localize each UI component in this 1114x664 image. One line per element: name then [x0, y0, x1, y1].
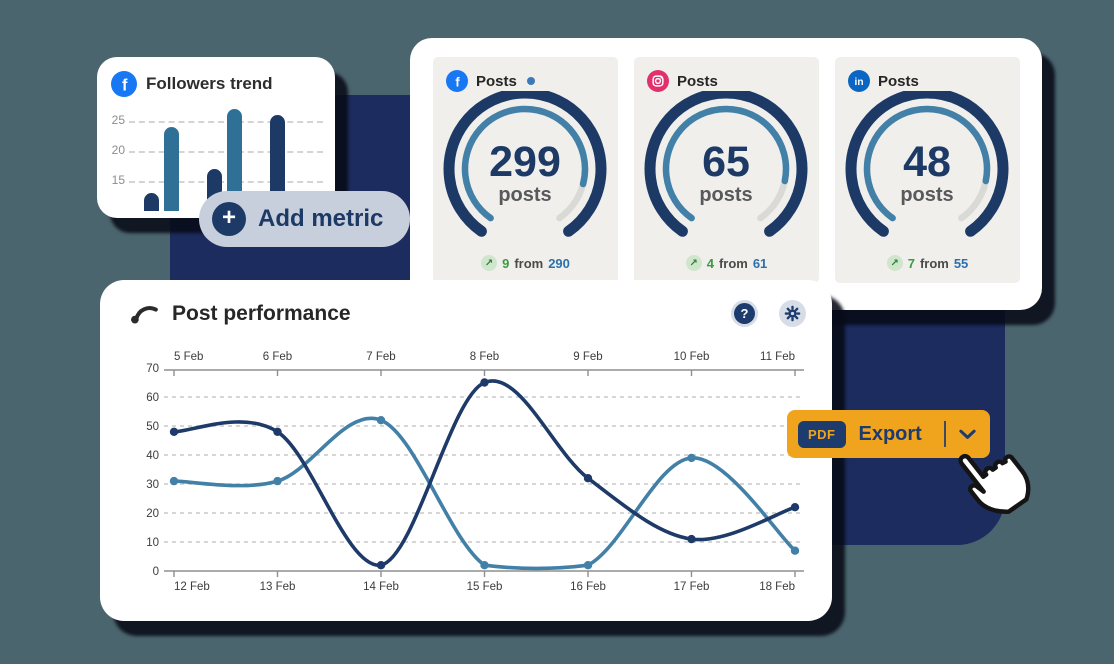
- svg-text:6 Feb: 6 Feb: [263, 351, 292, 363]
- metric-swoosh-icon: [130, 302, 158, 325]
- gauge: 48 posts: [842, 91, 1012, 241]
- previous-value: 290: [548, 255, 570, 271]
- followers-card-title: Followers trend: [146, 74, 273, 93]
- linkedin-icon: in: [848, 70, 870, 92]
- facebook-posts-card: f Posts 299 posts ↗ 9 from 290: [433, 57, 618, 283]
- trend-up-arrow-icon: ↗: [481, 255, 498, 271]
- from-word: from: [919, 255, 949, 271]
- from-word: from: [514, 255, 544, 271]
- gauge: 65 posts: [641, 91, 811, 241]
- followers-trend-card: f Followers trend 15 20 25: [97, 57, 335, 218]
- svg-text:40: 40: [146, 450, 159, 462]
- button-divider: [944, 421, 946, 447]
- previous-value: 61: [752, 255, 768, 271]
- svg-text:11 Feb: 11 Feb: [760, 351, 795, 363]
- post-performance-header: Post performance ?: [130, 300, 806, 327]
- followers-bar-chart: 15 20 25: [97, 103, 335, 215]
- instagram-posts-card: Posts 65 posts ↗ 4 from 61: [634, 57, 819, 283]
- gauge-card-title: Posts: [476, 72, 517, 90]
- gauge-delta-row: ↗ 4 from 61: [634, 255, 819, 271]
- gauge-value: 65: [702, 138, 750, 186]
- bar: [270, 115, 285, 211]
- gridline: [129, 151, 323, 153]
- gauge-card-title: Posts: [677, 72, 718, 90]
- gauge-value: 48: [903, 138, 951, 186]
- svg-text:17 Feb: 17 Feb: [674, 581, 710, 593]
- gauge-value: 299: [489, 138, 561, 186]
- delta-value: 4: [706, 255, 714, 271]
- svg-text:0: 0: [153, 566, 159, 578]
- gauge-unit: posts: [900, 184, 954, 206]
- gauge: 299 posts: [440, 91, 610, 241]
- delta-value: 7: [907, 255, 915, 271]
- svg-text:14 Feb: 14 Feb: [363, 581, 399, 593]
- svg-text:10: 10: [146, 537, 159, 549]
- bar: [227, 109, 242, 211]
- svg-text:10 Feb: 10 Feb: [674, 351, 710, 363]
- svg-text:f: f: [455, 74, 460, 89]
- previous-value: 55: [953, 255, 969, 271]
- gauge-delta-row: ↗ 7 from 55: [835, 255, 1020, 271]
- svg-text:8 Feb: 8 Feb: [470, 351, 499, 363]
- svg-text:15 Feb: 15 Feb: [467, 581, 503, 593]
- svg-text:30: 30: [146, 479, 159, 491]
- gauge-card-header: Posts: [647, 70, 809, 92]
- bar: [164, 127, 179, 211]
- gauge-card-header: f Posts: [446, 70, 608, 92]
- svg-text:18 Feb: 18 Feb: [759, 581, 795, 593]
- svg-text:60: 60: [146, 392, 159, 404]
- instagram-icon: [647, 70, 669, 92]
- svg-text:50: 50: [146, 421, 159, 433]
- trend-up-arrow-icon: ↗: [685, 255, 702, 271]
- svg-text:16 Feb: 16 Feb: [570, 581, 606, 593]
- gridline: [129, 181, 323, 183]
- facebook-icon: f: [111, 71, 137, 97]
- blue-status-dot: [526, 77, 535, 85]
- svg-text:70: 70: [146, 363, 159, 375]
- gridline: [129, 121, 323, 123]
- svg-text:f: f: [122, 77, 128, 95]
- post-performance-line-chart: 0 10 20 30 40 50 60 70 5 Feb 6 Feb 7 Feb 8 Feb 9 Feb…: [132, 336, 822, 598]
- post-performance-card: Post performance ?: [100, 280, 832, 621]
- pdf-format-badge: PDF: [798, 420, 846, 448]
- linkedin-posts-card: in Posts 48 posts ↗ 7 from 55: [835, 57, 1020, 283]
- svg-text:in: in: [855, 77, 864, 88]
- svg-text:12 Feb: 12 Feb: [174, 581, 210, 593]
- svg-text:7 Feb: 7 Feb: [366, 351, 395, 363]
- svg-text:20: 20: [146, 508, 159, 520]
- settings-button[interactable]: [779, 300, 806, 327]
- svg-text:5 Feb: 5 Feb: [174, 351, 203, 363]
- export-button[interactable]: PDF Export: [787, 410, 990, 458]
- followers-card-header: f Followers trend: [111, 71, 321, 97]
- plus-icon: +: [212, 202, 246, 236]
- svg-text:9 Feb: 9 Feb: [573, 351, 602, 363]
- svg-text:13 Feb: 13 Feb: [260, 581, 296, 593]
- gauge-card-title: Posts: [878, 72, 919, 90]
- add-metric-button[interactable]: + Add metric: [199, 191, 411, 247]
- post-performance-title: Post performance: [172, 301, 351, 325]
- from-word: from: [718, 255, 748, 271]
- gear-icon: [784, 305, 801, 322]
- cursor-hand-icon: [942, 424, 1046, 528]
- add-metric-label: Add metric: [258, 205, 384, 232]
- question-mark-icon: ?: [734, 303, 755, 324]
- export-label: Export: [858, 422, 922, 445]
- gauge-card-header: in Posts: [848, 70, 1010, 92]
- posts-gauges-panel: f Posts 299 posts ↗ 9 from 290: [410, 38, 1042, 310]
- y-axis-tick-label: 20: [111, 143, 125, 157]
- delta-value: 9: [502, 255, 510, 271]
- facebook-icon: f: [446, 70, 468, 92]
- gauge-unit: posts: [699, 184, 753, 206]
- y-axis-tick-label: 25: [111, 113, 125, 127]
- chevron-down-icon[interactable]: [959, 429, 976, 440]
- trend-up-arrow-icon: ↗: [886, 255, 903, 271]
- y-axis-tick-label: 15: [111, 173, 125, 187]
- help-button[interactable]: ?: [731, 300, 758, 327]
- bar: [144, 193, 159, 211]
- gauge-delta-row: ↗ 9 from 290: [433, 255, 618, 271]
- gauge-unit: posts: [498, 184, 552, 206]
